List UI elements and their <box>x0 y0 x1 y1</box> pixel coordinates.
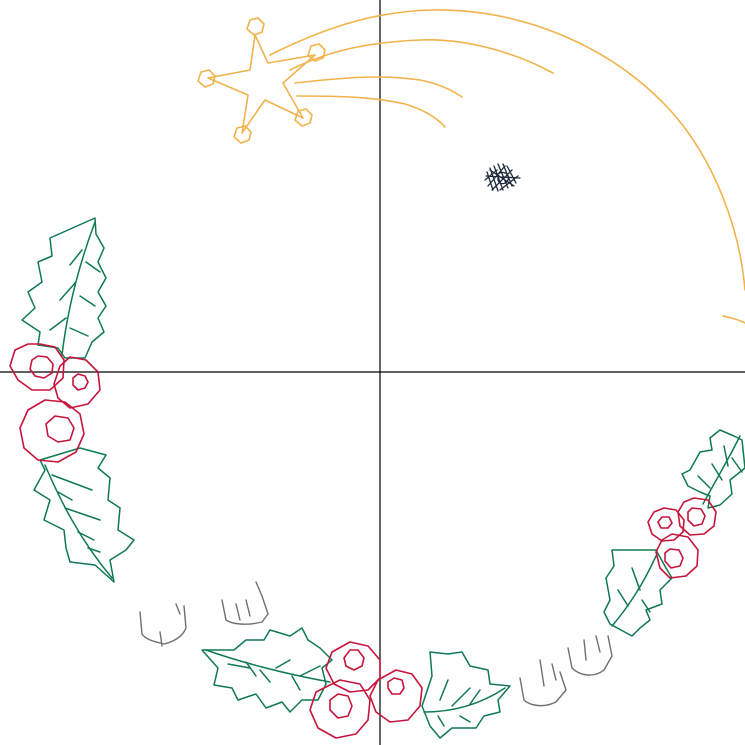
holly-vein-left-lower <box>44 464 113 579</box>
berry-left-2 <box>53 356 101 409</box>
holly-leaf-right-upper <box>681 429 745 509</box>
holly-leaf-right-lower <box>603 549 673 637</box>
berry-bottom-3 <box>309 679 371 739</box>
berry-left-3-core <box>45 415 75 443</box>
holly-vein-bottom-left <box>205 649 331 691</box>
holly-vein-right-upper <box>697 435 743 505</box>
berry-bottom-2-core <box>387 677 405 695</box>
holly-right <box>603 429 745 637</box>
berry-right-3-core <box>664 548 684 569</box>
berry-right-2-core <box>687 507 706 527</box>
shooting-star <box>197 9 745 324</box>
berry-left-1 <box>9 343 65 391</box>
star-point-cap-lower-right <box>294 108 313 127</box>
berry-left-2-core <box>72 373 89 391</box>
berry-right-3 <box>655 533 699 579</box>
berry-bottom-1 <box>325 641 381 693</box>
berry-bottom-1-core <box>343 649 365 671</box>
star-point-cap-right <box>307 43 326 62</box>
star-point-cap-left <box>197 69 216 88</box>
footprint-2 <box>221 581 269 625</box>
star-trail-2 <box>289 39 554 74</box>
berry-left-1-core <box>29 355 54 379</box>
ornament-scribble <box>484 163 521 192</box>
star-trail-4 <box>296 95 446 128</box>
holly-vein-right-lower <box>611 555 657 627</box>
holly-vein-left-upper <box>49 221 101 356</box>
holly-vein-bottom-right <box>423 679 506 727</box>
star-shape <box>207 34 316 134</box>
holly-leaf-bottom-left <box>201 627 333 713</box>
holly-bottom <box>201 627 511 739</box>
berry-left-3 <box>19 399 85 463</box>
holly-leaf-bottom-right <box>421 651 511 739</box>
holly-leaf-left-lower <box>33 447 135 583</box>
star-trail-3 <box>294 76 463 98</box>
footprint-3 <box>519 659 567 707</box>
footprint-1 <box>139 603 187 647</box>
holly-leaf-left-upper <box>21 217 107 359</box>
foot-prints <box>139 581 613 707</box>
berry-right-2 <box>677 497 717 536</box>
berry-bottom-3-core <box>329 693 353 719</box>
berry-bottom-2 <box>369 669 423 723</box>
trail-end-tick <box>722 315 745 324</box>
berry-right-1-core <box>657 516 673 529</box>
berry-right-1 <box>647 507 685 542</box>
star-point-cap-bottom <box>233 125 252 144</box>
star-trail-outer <box>269 9 745 291</box>
star-point-cap-top <box>246 17 265 36</box>
holly-left <box>9 217 135 583</box>
footprint-4 <box>567 635 613 676</box>
